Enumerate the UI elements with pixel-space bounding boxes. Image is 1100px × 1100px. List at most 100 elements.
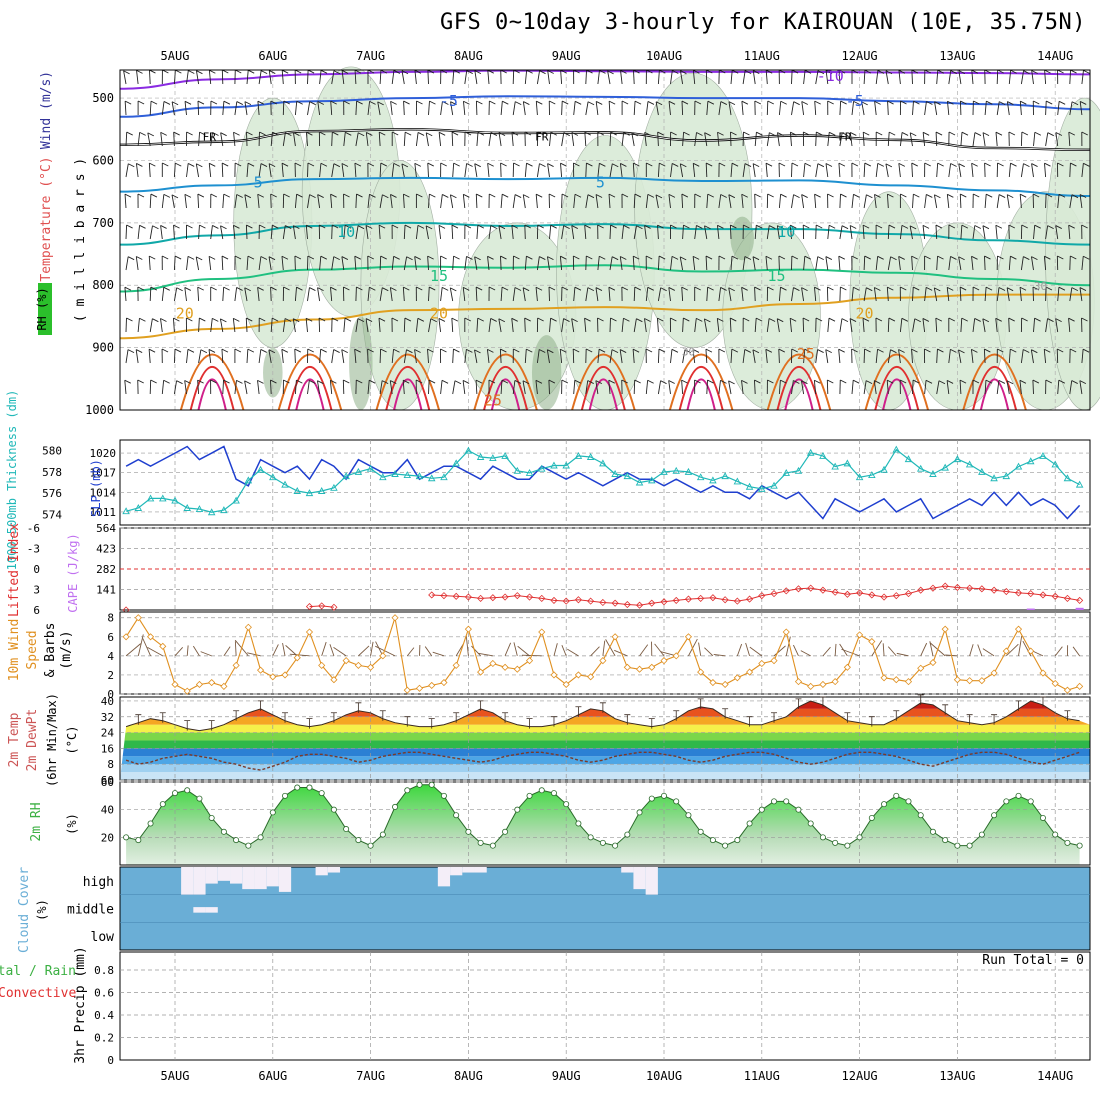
cloud-high-bar bbox=[474, 867, 487, 873]
wind-barb-flag bbox=[366, 132, 373, 136]
wind-barb-flag bbox=[441, 379, 449, 384]
thickness-marker bbox=[843, 459, 852, 467]
wind-barb-flag bbox=[197, 286, 204, 291]
wind-barb bbox=[125, 349, 129, 364]
wind-barb bbox=[752, 70, 756, 85]
wind-barb bbox=[379, 70, 382, 85]
thickness-marker bbox=[868, 471, 876, 479]
wind-barb-flag bbox=[330, 100, 337, 105]
wind-barb-flag bbox=[910, 132, 917, 137]
wind-barb bbox=[874, 101, 877, 116]
wind-barb-flag bbox=[476, 193, 483, 198]
wind-barb bbox=[899, 318, 903, 333]
rh-marker bbox=[294, 784, 301, 791]
wind-barb bbox=[244, 101, 248, 116]
wind-barb bbox=[585, 287, 589, 302]
wind-barb-flag bbox=[1068, 224, 1075, 229]
wind-barb-flag bbox=[197, 193, 205, 198]
pressure-tick-label: 800 bbox=[92, 278, 114, 292]
temp-minmax-bar bbox=[184, 720, 191, 731]
wind-barb bbox=[1043, 256, 1047, 271]
wind-barb bbox=[478, 652, 493, 657]
wind-barb-flag bbox=[608, 379, 615, 384]
wind-barb bbox=[791, 287, 794, 302]
lifted-index-marker bbox=[794, 585, 803, 593]
thickness-marker bbox=[195, 505, 204, 513]
wind-barb-flag bbox=[767, 286, 774, 291]
wind-barb bbox=[705, 349, 708, 364]
wind-barb-flag bbox=[864, 69, 872, 74]
wind-barb-flag bbox=[440, 69, 448, 74]
wind-barb-flag bbox=[692, 349, 700, 353]
thickness-marker bbox=[537, 464, 546, 472]
wind-barb-flag bbox=[973, 100, 980, 105]
wind-barb bbox=[608, 380, 611, 395]
wind-barb bbox=[331, 132, 333, 147]
thickness-marker bbox=[929, 470, 937, 477]
wind-barb bbox=[585, 380, 589, 395]
wind-barb bbox=[839, 318, 843, 333]
wind-barb bbox=[619, 163, 623, 178]
wind-barb-flag bbox=[922, 318, 930, 322]
date-label-top: 7AUG bbox=[356, 49, 385, 63]
rh-marker bbox=[746, 820, 753, 827]
wind-barb bbox=[535, 101, 538, 116]
lifted-index-marker bbox=[904, 590, 913, 598]
wind-barb bbox=[605, 639, 616, 657]
rh-marker bbox=[550, 790, 557, 797]
wind-barb bbox=[946, 194, 950, 209]
wind-barb bbox=[268, 163, 272, 178]
wind-barb-flag bbox=[150, 193, 158, 198]
wind-barb bbox=[704, 225, 708, 240]
wind-barb-flag bbox=[849, 225, 857, 229]
wind-barb bbox=[839, 132, 843, 147]
contour-label: 25 bbox=[484, 392, 502, 410]
wind-barb bbox=[474, 349, 478, 364]
wind-barb-flag bbox=[741, 193, 748, 198]
wind-barb-flag bbox=[1057, 348, 1064, 353]
wind-barb-flag bbox=[477, 317, 484, 322]
wind-barb bbox=[645, 194, 649, 209]
wind-barb-flag bbox=[890, 349, 897, 354]
wind-barb-flag bbox=[330, 379, 337, 384]
wind-barb bbox=[403, 349, 407, 364]
wind-barb-flag bbox=[780, 193, 787, 198]
wind-barb-flag bbox=[670, 317, 677, 322]
wind-barb-flag bbox=[186, 317, 193, 322]
rh-marker bbox=[208, 814, 215, 821]
wind-barb bbox=[645, 101, 649, 116]
lifted-tick-label: 3 bbox=[33, 584, 40, 597]
wind-barb-flag bbox=[454, 380, 462, 385]
wind-barb-flag bbox=[743, 317, 750, 322]
wind-barb-flag bbox=[986, 100, 993, 105]
wind-barb-flag bbox=[380, 162, 388, 167]
wind-barb-flag bbox=[393, 162, 400, 167]
wind-barb-flag bbox=[283, 100, 290, 105]
wind-barb-flag bbox=[1021, 317, 1028, 322]
thickness-marker bbox=[770, 481, 778, 489]
warm-contour bbox=[197, 378, 227, 411]
wind-barb-flag bbox=[344, 317, 352, 322]
rh-marker bbox=[379, 831, 386, 838]
wind-barb bbox=[403, 225, 406, 240]
wind-barb-flag bbox=[150, 379, 157, 384]
wind-barb bbox=[911, 256, 913, 271]
wind-barb bbox=[319, 256, 322, 271]
wind-barb bbox=[367, 194, 370, 209]
wind-barb-flag bbox=[584, 131, 592, 136]
wind-barb bbox=[1081, 70, 1084, 85]
wind-barb bbox=[561, 318, 564, 333]
wind-barb-flag bbox=[294, 348, 301, 353]
wind-barb bbox=[292, 318, 296, 333]
wind-speed-marker bbox=[415, 684, 424, 692]
temp-minmax-bar bbox=[991, 714, 998, 725]
wind-barb-flag bbox=[1081, 131, 1088, 136]
rh2m-panel bbox=[119, 781, 1091, 866]
temp-minmax-bar bbox=[1015, 700, 1022, 711]
lifted-index-marker bbox=[770, 590, 778, 598]
wind-barb-flag bbox=[631, 132, 639, 137]
wind-speed-marker bbox=[770, 657, 778, 665]
wind-barb bbox=[401, 163, 405, 178]
lifted-index-marker bbox=[525, 593, 534, 601]
wind-barb bbox=[321, 641, 327, 656]
